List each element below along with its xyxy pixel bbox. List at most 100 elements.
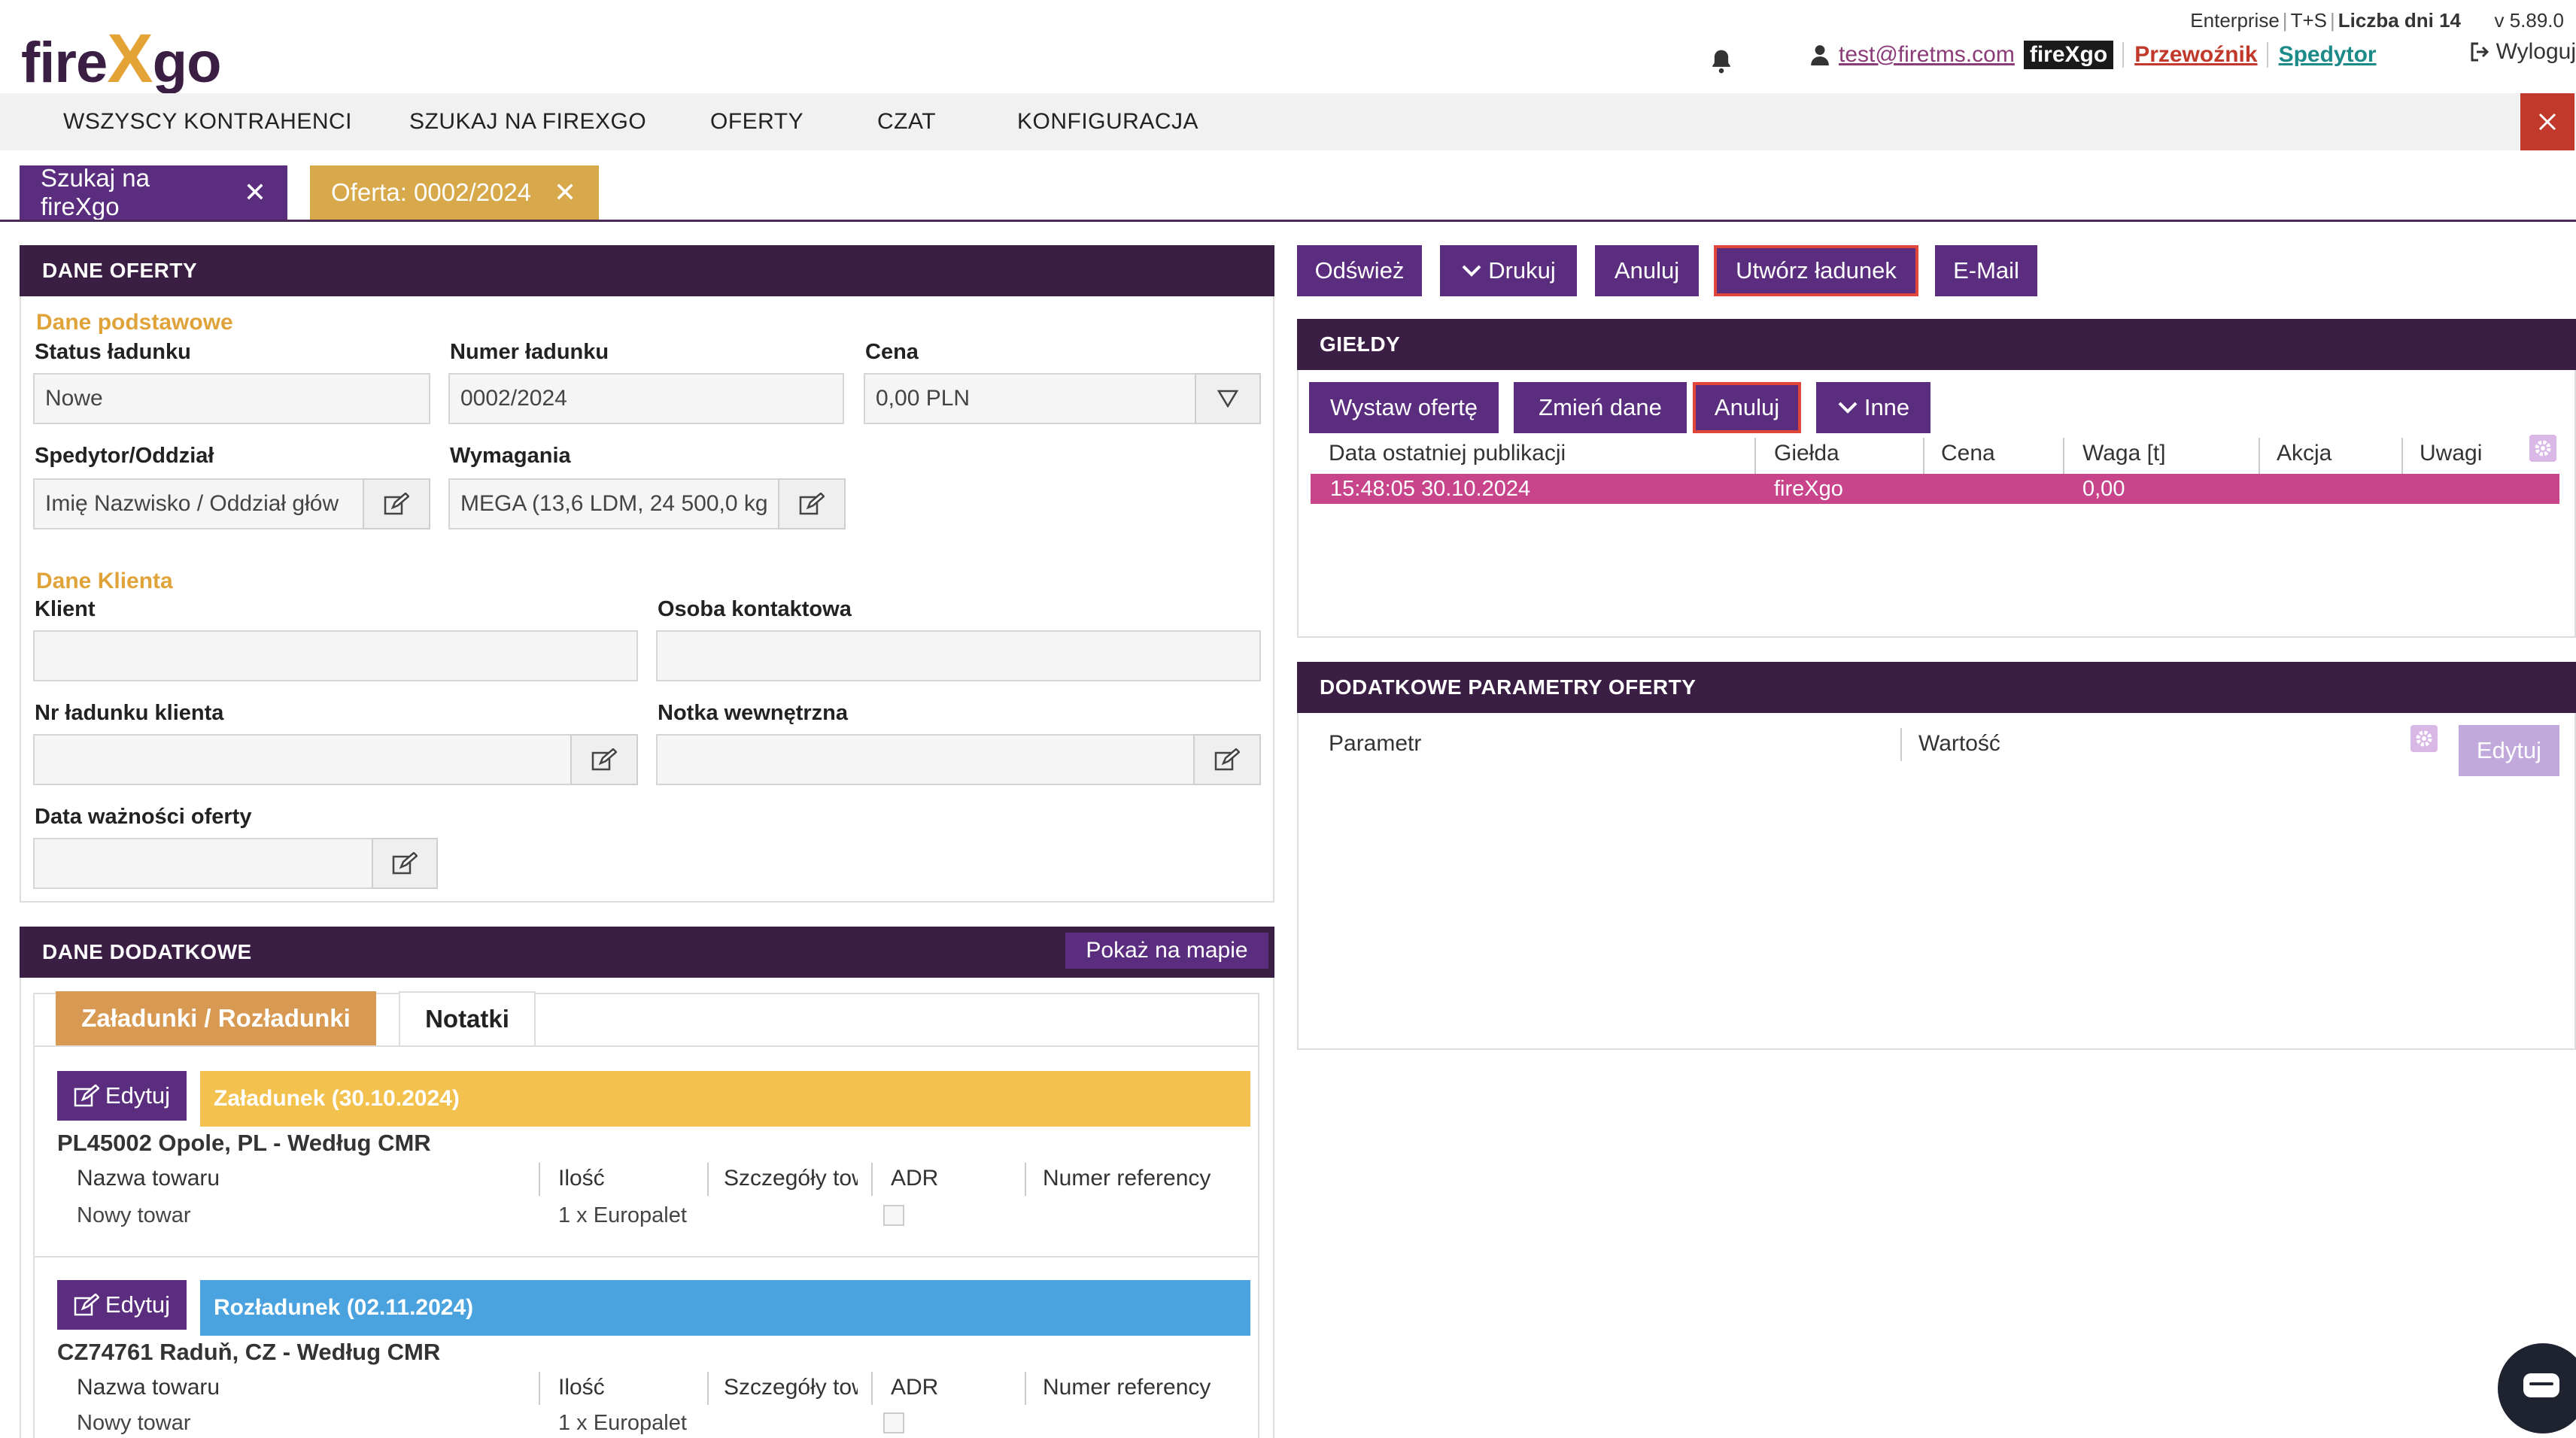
col-action: Akcja — [2277, 441, 2332, 466]
col-separator — [1754, 438, 1756, 498]
validity-edit-button[interactable] — [372, 838, 438, 889]
edit-params-button[interactable]: Edytuj — [2459, 725, 2559, 776]
forwarder-field[interactable]: Imię Nazwisko / Oddział głów — [33, 478, 364, 529]
forwarder-role-link[interactable]: Spedytor — [2266, 42, 2377, 68]
goods-quantity: 1 x Europalet — [558, 1203, 687, 1227]
client-load-no-edit-button[interactable] — [570, 734, 638, 785]
col-notes: Uwagi — [2420, 441, 2483, 466]
col-separator — [1923, 438, 1924, 498]
number-label: Numer ładunku — [450, 340, 609, 364]
chevron-down-icon — [1462, 265, 1481, 277]
tab-notes[interactable]: Notatki — [399, 991, 536, 1045]
license-info: Enterprise | T+S | Liczba dni 14 v 5.89.0 — [2190, 9, 2564, 32]
price-label: Cena — [865, 340, 919, 364]
forwarder-edit-button[interactable] — [363, 478, 430, 529]
client-field[interactable] — [33, 630, 638, 681]
nav-configuration[interactable]: KONFIGURACJA — [1017, 109, 1199, 134]
col-separator — [2063, 438, 2064, 498]
create-load-button[interactable]: Utwórz ładunek — [1714, 245, 1918, 296]
tab-label: Oferta: 0002/2024 — [331, 178, 532, 206]
col-separator — [1025, 1372, 1026, 1405]
requirements-edit-button[interactable] — [778, 478, 846, 529]
requirements-field[interactable]: MEGA (13,6 LDM, 24 500,0 kg — [448, 478, 779, 529]
tab-offer[interactable]: Oferta: 0002/2024 ✕ — [310, 165, 599, 220]
close-icon — [2538, 113, 2556, 131]
adr-checkbox[interactable] — [883, 1412, 904, 1433]
internal-note-field[interactable] — [656, 734, 1195, 785]
contact-field[interactable] — [656, 630, 1261, 681]
row-exchange: fireXgo — [1774, 476, 1843, 501]
internal-note-edit-button[interactable] — [1193, 734, 1261, 785]
row-weight: 0,00 — [2082, 476, 2125, 501]
carrier-role-link[interactable]: Przewoźnik — [2122, 42, 2258, 68]
refresh-button[interactable]: Odśwież — [1297, 245, 1422, 296]
col-adr: ADR — [891, 1375, 939, 1400]
nav-search-firexgo[interactable]: SZUKAJ NA FIREXGO — [409, 109, 647, 134]
close-tab-icon[interactable]: ✕ — [554, 177, 577, 208]
col-goods-details: Szczegóły tow — [724, 1375, 858, 1400]
adr-checkbox[interactable] — [883, 1205, 904, 1226]
validity-label: Data ważności oferty — [35, 805, 252, 829]
col-weight: Waga [t] — [2082, 441, 2166, 466]
edit-stop-button[interactable]: Edytuj — [57, 1280, 187, 1330]
other-button[interactable]: Inne — [1816, 382, 1930, 433]
params-settings-button[interactable] — [2410, 725, 2438, 752]
number-field[interactable]: 0002/2024 — [448, 373, 844, 424]
goods-quantity: 1 x Europalet — [558, 1411, 687, 1435]
close-tab-icon[interactable]: ✕ — [243, 177, 266, 208]
client-load-no-label: Nr ładunku klienta — [35, 701, 224, 725]
gear-icon — [2416, 730, 2432, 747]
offer-data-header: DANE OFERTY — [20, 245, 1274, 296]
email-button[interactable]: E-Mail — [1935, 245, 2037, 296]
status-field[interactable]: Nowe — [33, 373, 430, 424]
bell-icon[interactable] — [1709, 48, 1733, 74]
firexgo-badge: fireXgo — [2023, 41, 2114, 69]
col-quantity: Ilość — [558, 1375, 605, 1400]
logout-button[interactable]: Wyloguj — [2469, 39, 2576, 65]
chat-widget-button[interactable] — [2498, 1343, 2576, 1433]
col-separator — [539, 1372, 540, 1405]
close-panel-button[interactable] — [2520, 93, 2574, 150]
nav-all-contractors[interactable]: WSZYSCY KONTRAHENCI — [63, 109, 352, 134]
gear-icon — [2535, 440, 2551, 457]
stop-address: PL45002 Opole, PL - Według CMR — [57, 1130, 431, 1156]
col-value: Wartość — [1918, 731, 2000, 756]
edit-stop-button[interactable]: Edytuj — [57, 1071, 187, 1121]
loads-container — [33, 993, 1259, 1438]
user-bar: test@firetms.com fireXgo Przewoźnik Sped… — [1810, 41, 2377, 69]
tab-search-firexgo[interactable]: Szukaj na fireXgo ✕ — [20, 164, 287, 220]
client-load-no-field[interactable] — [33, 734, 572, 785]
extra-params-panel — [1297, 662, 2576, 1050]
nav-offers[interactable]: OFERTY — [710, 109, 804, 134]
tab-underline — [0, 220, 2576, 222]
show-on-map-button[interactable]: Pokaż na mapie — [1065, 933, 1268, 969]
col-separator — [707, 1372, 709, 1405]
edit-icon — [74, 1085, 99, 1107]
col-goods-name: Nazwa towaru — [77, 1166, 220, 1191]
basic-section-title: Dane podstawowe — [36, 310, 233, 335]
publish-offer-button[interactable]: Wystaw ofertę — [1309, 382, 1499, 433]
stop-divider — [33, 1256, 1259, 1257]
print-button[interactable]: Drukuj — [1440, 245, 1577, 296]
price-field[interactable]: 0,00 PLN — [864, 373, 1196, 424]
price-dropdown-button[interactable] — [1195, 373, 1261, 424]
change-data-button[interactable]: Zmień dane — [1514, 382, 1687, 433]
nav-chat[interactable]: CZAT — [877, 109, 937, 134]
user-email-link[interactable]: test@firetms.com — [1839, 42, 2015, 67]
chevron-down-icon — [1838, 402, 1858, 414]
cancel-offer-button[interactable]: Anuluj — [1595, 245, 1699, 296]
edit-label: Edytuj — [105, 1082, 171, 1109]
tab-loads-unloads[interactable]: Załadunki / Rozładunki — [56, 991, 376, 1045]
unloading-bar: Rozładunek (02.11.2024) — [200, 1280, 1250, 1336]
cancel-publication-button[interactable]: Anuluj — [1693, 382, 1801, 433]
table-row[interactable]: 15:48:05 30.10.2024 fireXgo 0,00 — [1311, 474, 2559, 504]
col-reference-number: Numer referency — [1043, 1166, 1211, 1191]
validity-field[interactable] — [33, 838, 373, 889]
plan-label: Enterprise — [2190, 9, 2280, 32]
columns-settings-button[interactable] — [2529, 435, 2556, 462]
col-last-publication: Data ostatniej publikacji — [1329, 441, 1566, 466]
firexgo-logo: fireXgo — [21, 20, 222, 97]
logout-icon — [2471, 42, 2489, 62]
col-separator — [539, 1163, 540, 1196]
col-adr: ADR — [891, 1166, 939, 1191]
